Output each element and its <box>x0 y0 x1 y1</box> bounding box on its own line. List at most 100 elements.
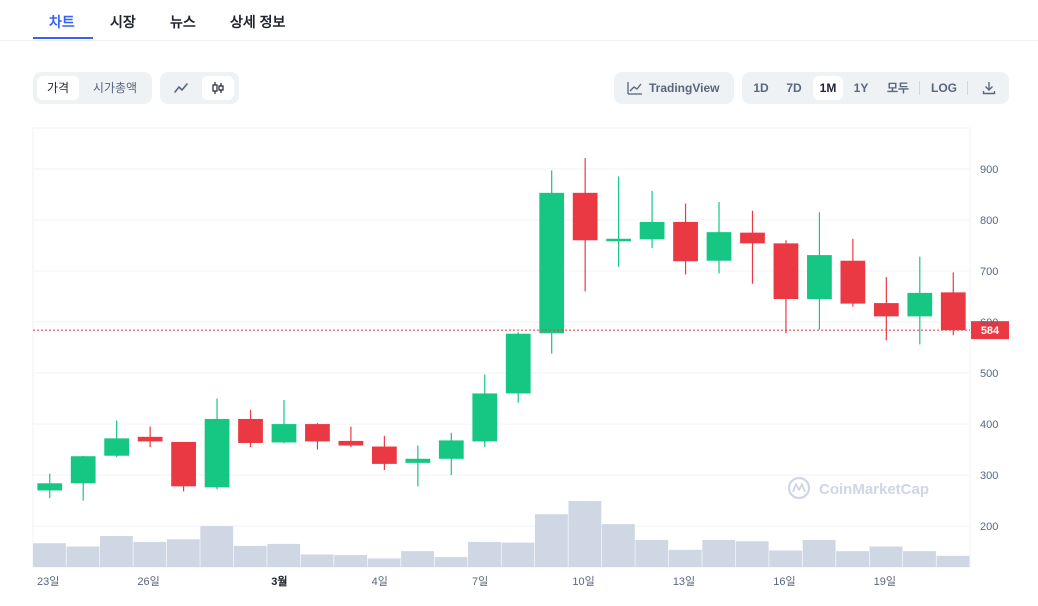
candle-body <box>137 436 163 442</box>
price-marketcap-toggle: 가격 시가총액 <box>33 72 152 104</box>
range-selector: 1D 7D 1M 1Y 모두 LOG <box>742 72 1009 104</box>
candle-body <box>204 418 230 488</box>
volume-bar <box>936 555 970 567</box>
line-chart-button[interactable] <box>165 76 197 100</box>
tradingview-button[interactable]: TradingView <box>614 72 734 104</box>
y-tick-label: 400 <box>980 419 998 431</box>
volume-bar <box>468 541 501 567</box>
candle-body <box>539 192 565 334</box>
volume-bar <box>166 539 200 567</box>
volume-bar <box>635 539 669 567</box>
volume-bar <box>233 545 267 567</box>
volume-bar <box>568 501 602 567</box>
chart-type-toggle <box>160 72 239 104</box>
volume-bar <box>133 541 167 567</box>
range-divider <box>967 81 968 95</box>
candle-body <box>873 303 899 317</box>
candle-body <box>505 333 531 394</box>
candle-body <box>907 292 933 317</box>
candle-body <box>338 440 364 446</box>
x-tick-label: 4일 <box>372 574 388 588</box>
volume-bar <box>601 524 635 567</box>
top-tabs: 차트 시장 뉴스 상세 정보 <box>0 0 1038 41</box>
x-tick-label: 23일 <box>37 574 59 588</box>
y-tick-label: 900 <box>980 164 998 176</box>
line-chart-icon <box>174 83 188 93</box>
plot-area <box>32 127 971 568</box>
volume-bar <box>501 542 535 567</box>
y-tick-label: 600 <box>980 317 998 329</box>
x-tick-label: 10일 <box>572 574 594 588</box>
volume-bar <box>334 555 368 567</box>
range-divider <box>919 81 920 95</box>
volume-bar <box>735 541 769 567</box>
tab-details[interactable]: 상세 정보 <box>230 14 286 30</box>
candle-body <box>673 221 698 262</box>
volume-bar <box>99 535 133 567</box>
candle-body <box>940 292 966 331</box>
volume-bar <box>200 526 234 567</box>
marketcap-button[interactable]: 시가총액 <box>92 81 138 95</box>
volume-bar <box>66 546 100 567</box>
x-tick-label: 26일 <box>137 574 159 588</box>
volume-bar <box>769 550 803 567</box>
y-tick-label: 200 <box>980 521 998 533</box>
watermark-text: CoinMarketCap <box>819 481 929 498</box>
candlestick-icon <box>212 82 224 94</box>
tab-chart[interactable]: 차트 <box>49 14 75 30</box>
candlestick-button[interactable] <box>202 76 234 100</box>
range-1d-button[interactable]: 1D <box>753 81 769 95</box>
x-tick-label: 13일 <box>673 574 695 588</box>
candle-body <box>706 232 732 261</box>
x-tick-label: 7일 <box>472 574 488 588</box>
download-button[interactable] <box>975 76 1003 100</box>
volume-bar <box>836 551 870 567</box>
candle-body <box>807 255 832 300</box>
volume-bar <box>702 539 736 567</box>
candle-body <box>305 424 330 442</box>
candle-body <box>606 238 632 242</box>
x-tick-label: 3월 <box>271 574 287 588</box>
volume-bar <box>300 554 334 567</box>
log-scale-button[interactable]: LOG <box>931 81 957 95</box>
y-tick-label: 500 <box>980 368 998 380</box>
coinmarketcap-watermark: CoinMarketCap <box>787 476 929 500</box>
candle-body <box>773 243 799 300</box>
x-axis: 23일 26일 3월 4일 7일 10일 13일 16일 19일 <box>37 574 896 588</box>
active-tab-indicator <box>33 37 93 39</box>
candle-body <box>840 260 866 304</box>
candle-body <box>171 441 196 487</box>
price-button[interactable]: 가격 <box>37 76 79 100</box>
candle-body <box>271 424 297 443</box>
range-1m-button[interactable]: 1M <box>813 76 843 100</box>
volume-bar <box>367 558 401 567</box>
candle-body <box>238 418 263 443</box>
volume-bar <box>401 551 434 567</box>
volume-bar <box>267 543 301 567</box>
download-icon <box>982 82 996 95</box>
y-tick-label: 800 <box>980 215 998 227</box>
tab-markets[interactable]: 시장 <box>110 14 136 30</box>
current-price-line: 584 <box>33 321 1009 340</box>
candle-body <box>572 192 598 241</box>
range-1y-button[interactable]: 1Y <box>853 81 869 95</box>
range-all-button[interactable]: 모두 <box>886 81 910 95</box>
tradingview-label: TradingView <box>649 81 720 95</box>
y-axis: 900 800 700 600 500 400 300 200 <box>980 164 998 533</box>
y-tick-label: 300 <box>980 470 998 482</box>
candle-body <box>104 438 130 456</box>
current-price-tag <box>971 321 1009 340</box>
x-tick-label: 16일 <box>773 574 795 588</box>
candles <box>37 158 966 501</box>
volume-bar <box>668 549 702 567</box>
volume-bar <box>33 543 66 567</box>
coinmarketcap-logo-icon <box>787 476 811 500</box>
volume-bar <box>434 557 468 567</box>
volume-bars <box>33 501 970 567</box>
tab-news[interactable]: 뉴스 <box>170 14 196 30</box>
range-7d-button[interactable]: 7D <box>786 81 802 95</box>
candle-body <box>438 440 464 459</box>
candle-body <box>70 456 96 484</box>
volume-bar <box>903 551 936 567</box>
candle-body <box>371 446 397 464</box>
